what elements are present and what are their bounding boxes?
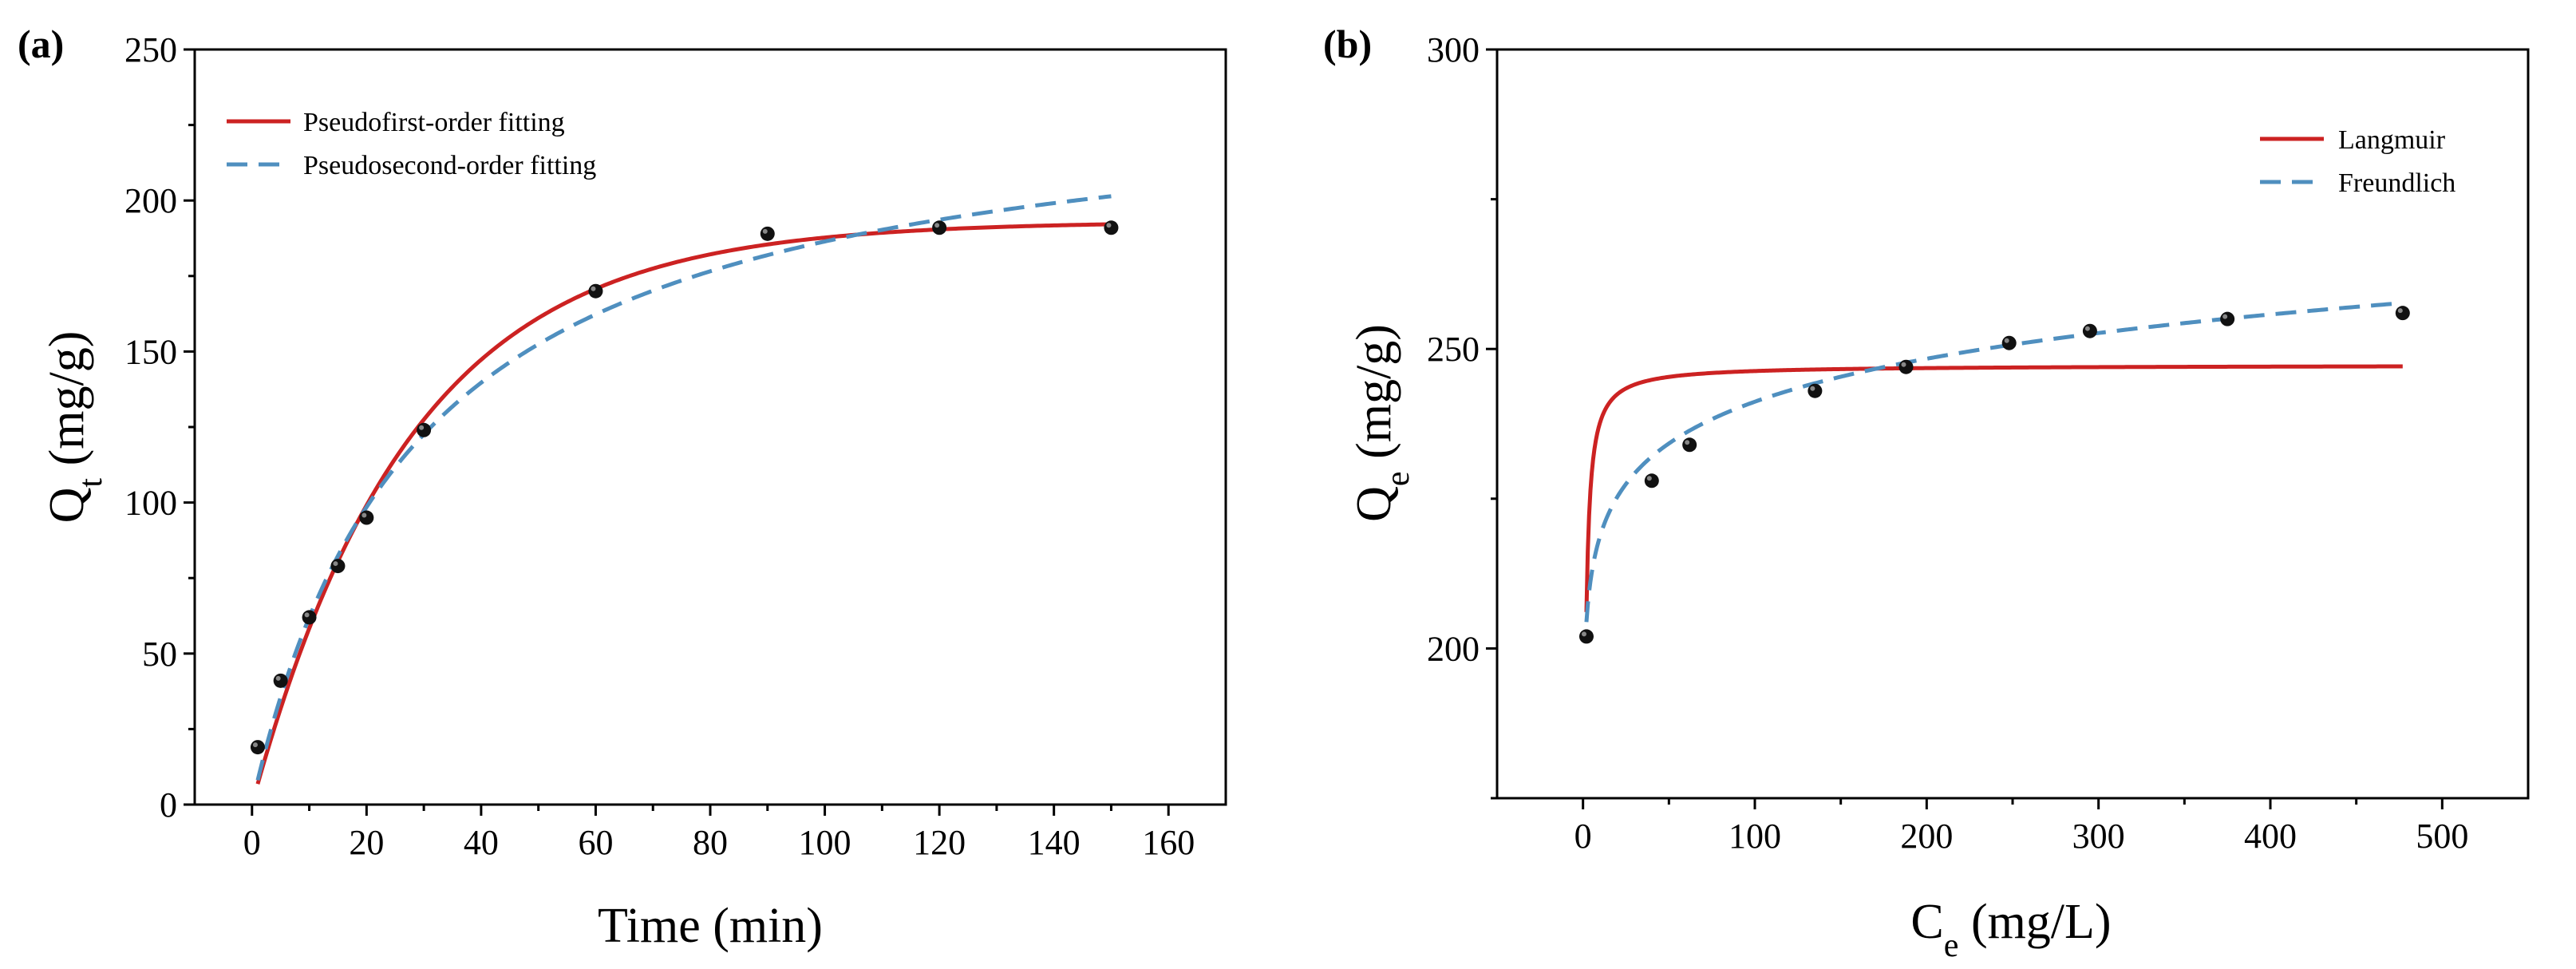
panel-a-y-axis: 0 50 100 150 200 250 — [124, 30, 195, 825]
panel-b-data-points — [1578, 306, 2410, 644]
panel-b-data-point-highlight — [2084, 326, 2090, 331]
panel-a-y-tick-label: 100 — [124, 484, 177, 523]
panel-b-x-tick-label: 200 — [1900, 817, 1953, 856]
panel-b-data-point-highlight — [2004, 338, 2009, 343]
panel-a-data-point-highlight — [1106, 223, 1112, 228]
panel-b-x-title-rest: (mg/L) — [1958, 895, 2111, 949]
panel-b-x-tick-label: 400 — [2244, 817, 2297, 856]
panel-b-y-tick-label: 300 — [1427, 30, 1480, 69]
panel-a-y-tick-label: 150 — [124, 332, 177, 371]
panel-b-y-title-sub: e — [1380, 471, 1416, 486]
panel-b-data-point-highlight — [2397, 308, 2403, 314]
panel-a-y-title-rest: (mg/g) — [40, 331, 94, 478]
panel-a-data-point — [359, 510, 374, 525]
panel-a-data-point-highlight — [762, 228, 768, 234]
panel-b-y-title-main: Q — [1347, 486, 1401, 522]
panel-a-fit-line-pso — [255, 194, 1112, 781]
legend-label-langmuir: Langmuir — [2338, 125, 2446, 155]
panel-b-fit-line-freundlich — [1584, 301, 2404, 623]
panel-b-data-point — [1682, 437, 1697, 453]
legend-label-freundlich: Freundlich — [2338, 168, 2455, 198]
panel-a-data-point-highlight — [419, 425, 425, 430]
panel-b-plot-frame — [1495, 48, 2530, 800]
legend-label-pso: Pseudosecond-order fitting — [303, 151, 596, 180]
panel-b-y-tick-label: 200 — [1427, 629, 1480, 668]
panel-a-x-axis-title: Time (min) — [598, 899, 823, 953]
panel-b-data-point — [2395, 306, 2410, 321]
panel-a-data-point — [1104, 220, 1119, 235]
panel-b-legend: Langmuir Freundlich — [2260, 125, 2455, 198]
panel-a-data-point-highlight — [304, 612, 310, 618]
panel-b-data-point-highlight — [1685, 440, 1690, 445]
panel-b-data-point-highlight — [1901, 362, 1906, 367]
panel-b-y-axis: 200 250 300 — [1427, 30, 1497, 800]
panel-a-x-tick-label: 0 — [243, 823, 261, 862]
panel-a-data-point — [932, 220, 947, 235]
panel-a-data-point-highlight — [362, 512, 367, 518]
panel-a-data-point-highlight — [333, 561, 338, 567]
panel-a-y-tick-label: 200 — [124, 181, 177, 220]
panel-b-fit-line-langmuir — [1584, 364, 2403, 612]
panel-a-data-point — [588, 283, 603, 299]
panel-a-fit-line-pfo — [255, 222, 1112, 785]
panel-b-x-tick-label: 100 — [1729, 817, 1781, 856]
panel-b-x-title-main: C — [1910, 895, 1943, 949]
panel-b-data-point-highlight — [1810, 386, 1815, 391]
panel-a-data-point — [330, 559, 346, 574]
panel-b-data-point-highlight — [1646, 476, 1652, 481]
panel-b-label: (b) — [1323, 22, 1372, 66]
panel-b-data-point — [1898, 359, 1914, 374]
panel-b-data-point — [1644, 473, 1659, 488]
panel-a-data-point-highlight — [934, 223, 940, 228]
panel-a-x-tick-label: 60 — [578, 823, 613, 862]
panel-a-x-tick-label: 20 — [349, 823, 384, 862]
panel-a-y-axis-title: Qt (mg/g) — [40, 331, 109, 524]
panel-a-fit-lines — [255, 194, 1112, 785]
panel-a-y-tick-label: 0 — [160, 785, 177, 825]
panel-a-x-tick-label: 40 — [464, 823, 499, 862]
panel-a-x-tick-label: 80 — [693, 823, 728, 862]
panel-b: (b) 0 100 200 300 400 500 200 250 300 Langmuir … — [1323, 22, 2530, 964]
panel-a-data-points — [250, 220, 1119, 755]
panel-a-data-point-highlight — [252, 742, 258, 748]
panel-b-x-tick-label: 500 — [2416, 817, 2468, 856]
panel-a-data-point — [417, 422, 432, 437]
panel-a-y-title-sub: t — [73, 478, 109, 488]
panel-b-data-point — [2001, 335, 2017, 350]
panel-a-x-tick-label: 120 — [913, 823, 966, 862]
panel-a-data-point — [273, 673, 288, 688]
legend-label-pfo: Pseudofirst-order fitting — [303, 108, 565, 137]
panel-a-data-point — [302, 610, 317, 625]
panel-b-y-tick-label: 250 — [1427, 330, 1480, 369]
panel-b-data-point — [2082, 323, 2097, 338]
panel-b-data-point — [2220, 311, 2235, 326]
panel-a-x-axis: 0 20 40 60 80 100 120 140 160 — [243, 805, 1195, 862]
panel-a-y-tick-label: 50 — [142, 635, 177, 674]
panel-a-x-tick-label: 160 — [1142, 823, 1195, 862]
panel-a-y-title-main: Q — [40, 488, 94, 524]
panel-a-data-point — [760, 226, 775, 241]
panel-b-data-point — [1578, 629, 1594, 644]
panel-b-y-axis-title: Qe (mg/g) — [1347, 324, 1416, 522]
panel-a-data-point-highlight — [591, 286, 596, 291]
panel-b-x-axis: 0 100 200 300 400 500 — [1574, 798, 2468, 856]
panel-a-legend: Pseudofirst-order fitting Pseudosecond-o… — [227, 108, 596, 180]
panel-a-x-tick-label: 140 — [1028, 823, 1081, 862]
panel-b-data-point — [1808, 383, 1823, 398]
panel-b-x-axis-title: Ce (mg/L) — [1910, 895, 2111, 964]
panel-b-data-point-highlight — [1581, 631, 1586, 637]
panel-a-data-point-highlight — [275, 675, 281, 681]
panel-a-label: (a) — [18, 22, 64, 66]
panel-a-y-tick-label: 250 — [124, 30, 177, 69]
panel-a: (a) 0 20 40 60 80 100 120 140 160 0 50 100 150 200 25… — [18, 22, 1227, 953]
panel-b-x-tick-label: 300 — [2072, 817, 2125, 856]
panel-b-y-title-rest: (mg/g) — [1347, 324, 1401, 471]
panel-b-data-point-highlight — [2222, 314, 2228, 319]
panel-b-x-tick-label: 0 — [1574, 817, 1592, 856]
panel-b-fit-lines — [1584, 301, 2404, 623]
panel-b-x-title-sub: e — [1944, 927, 1959, 964]
panel-a-x-tick-label: 100 — [799, 823, 851, 862]
panel-a-data-point — [250, 740, 265, 755]
